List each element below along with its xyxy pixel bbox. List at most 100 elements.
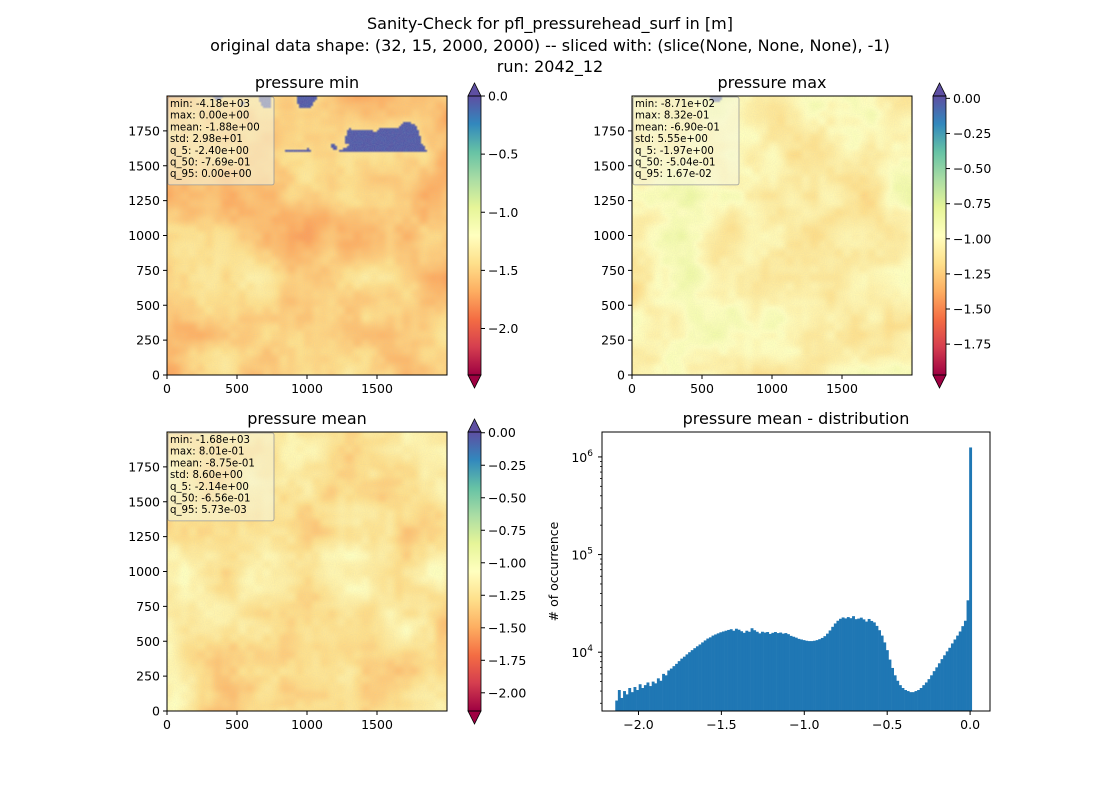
x-tick-label: 1500 — [361, 381, 393, 396]
histogram-bar — [659, 680, 663, 711]
stats-line: q_5: -1.97e+00 — [635, 146, 714, 157]
colorbar-tick-label: −1.0 — [488, 205, 518, 220]
stats-line: q_95: 0.00e+00 — [170, 169, 252, 180]
colorbar-tick-label: −0.75 — [488, 523, 526, 538]
y-tick-label: 1750 — [593, 123, 625, 138]
histogram-bar — [922, 685, 926, 711]
colorbar-extend-bottom — [932, 374, 947, 389]
colorbar-tick-label: −1.5 — [488, 263, 518, 278]
y-tick-base: 10 — [571, 450, 587, 465]
y-tick-label: 105 — [571, 547, 593, 563]
histogram-bar — [766, 632, 770, 711]
histogram-bar — [675, 663, 679, 711]
colorbar-tick-label: −1.75 — [488, 653, 526, 668]
x-tick-label: 1000 — [291, 381, 323, 396]
histogram-bar — [966, 600, 970, 711]
stats-line: q_50: -6.56e-01 — [170, 494, 250, 505]
stats-line: min: -8.71e+02 — [635, 99, 715, 110]
histogram-bar — [792, 636, 796, 711]
histogram-bar — [693, 648, 697, 711]
histogram-bar — [654, 683, 658, 711]
histogram-bar — [919, 688, 923, 711]
histogram-bar — [758, 633, 762, 711]
histogram-bar — [805, 640, 809, 711]
histogram-bar — [888, 659, 892, 711]
colorbar-tick-label: −2.00 — [488, 685, 526, 700]
histogram-bar — [698, 644, 702, 711]
histogram-bar — [901, 688, 905, 711]
stats-line: std: 2.98e+01 — [170, 134, 243, 145]
histogram-bar — [893, 675, 897, 711]
y-tick-label: 1500 — [128, 494, 160, 509]
y-tick-label: 1250 — [593, 193, 625, 208]
histogram-bar — [865, 621, 868, 711]
histogram-bar — [695, 646, 699, 711]
histogram-bar — [836, 620, 840, 711]
colorbar-tick-label: −1.25 — [953, 266, 991, 281]
histogram-bar — [732, 630, 736, 711]
histogram-bar — [950, 643, 954, 711]
y-tick-label: 106 — [571, 449, 593, 465]
histogram-bar — [841, 617, 845, 711]
histogram-bar — [669, 668, 673, 711]
histogram-bar — [891, 667, 894, 711]
histogram-bar — [781, 633, 785, 711]
histogram-bar — [802, 640, 806, 711]
panel-title: pressure min — [255, 73, 359, 92]
histogram-bar — [771, 632, 775, 711]
histogram-bar — [883, 642, 887, 711]
x-tick-label: 1500 — [361, 717, 393, 732]
x-tick-label: 0 — [163, 717, 171, 732]
histogram-bar — [857, 618, 861, 711]
stats-box-frame — [167, 96, 275, 186]
colorbar-frame — [932, 95, 947, 376]
histogram-bar — [625, 694, 629, 711]
histogram-bar — [776, 633, 780, 711]
colorbar-tick-label: −1.00 — [488, 555, 526, 570]
stats-line: min: -1.68e+03 — [170, 435, 250, 446]
y-axis-label: # of occurrence — [546, 521, 561, 621]
colorbar-tick-label: −0.5 — [488, 147, 518, 162]
figure-title-line-2: original data shape: (32, 15, 2000, 2000… — [210, 36, 890, 55]
histogram-bar — [815, 640, 819, 711]
colorbar-tick-label: −0.25 — [953, 126, 991, 141]
histogram-bar — [969, 447, 973, 711]
histogram-bar — [823, 636, 827, 711]
stats-line: q_50: -7.69e-01 — [170, 158, 250, 169]
y-tick-label: 500 — [136, 634, 160, 649]
histogram-bar — [768, 633, 772, 711]
histogram-bar — [724, 630, 728, 711]
stats-line: q_5: -2.14e+00 — [170, 482, 249, 493]
histogram-bar — [828, 630, 832, 711]
histogram-bar — [898, 685, 902, 711]
colorbar-extend-bottom — [467, 374, 482, 389]
histogram-bar — [800, 639, 803, 711]
histogram-bar — [935, 667, 939, 711]
y-tick-label: 1500 — [128, 158, 160, 173]
histogram-bar — [896, 680, 900, 711]
histogram-bar — [784, 633, 788, 711]
histogram-bar — [904, 690, 908, 711]
histogram-bar — [932, 671, 936, 711]
histogram-bar — [787, 634, 790, 711]
x-tick-label: −0.5 — [872, 717, 902, 732]
x-tick-label: 0.0 — [960, 717, 980, 732]
colorbar-tick-label: −0.25 — [488, 458, 526, 473]
histogram-bar — [818, 639, 822, 711]
histogram-bar — [656, 678, 660, 711]
histogram-bar — [649, 686, 652, 711]
histogram-bar — [948, 647, 952, 711]
colorbar-frame — [467, 431, 482, 712]
histogram-bar — [727, 629, 731, 711]
histogram-bar — [729, 629, 733, 711]
y-tick-exponent: 4 — [587, 644, 593, 654]
histogram-bar — [636, 690, 639, 711]
histogram-bar — [737, 629, 741, 711]
colorbar-tick-label: −1.50 — [488, 620, 526, 635]
histogram-bar — [750, 628, 754, 711]
histogram-bar — [628, 688, 632, 711]
y-tick-label: 250 — [136, 333, 160, 348]
histogram-bar — [875, 625, 879, 711]
y-tick-label: 1000 — [128, 228, 160, 243]
histogram-bar — [667, 670, 671, 711]
